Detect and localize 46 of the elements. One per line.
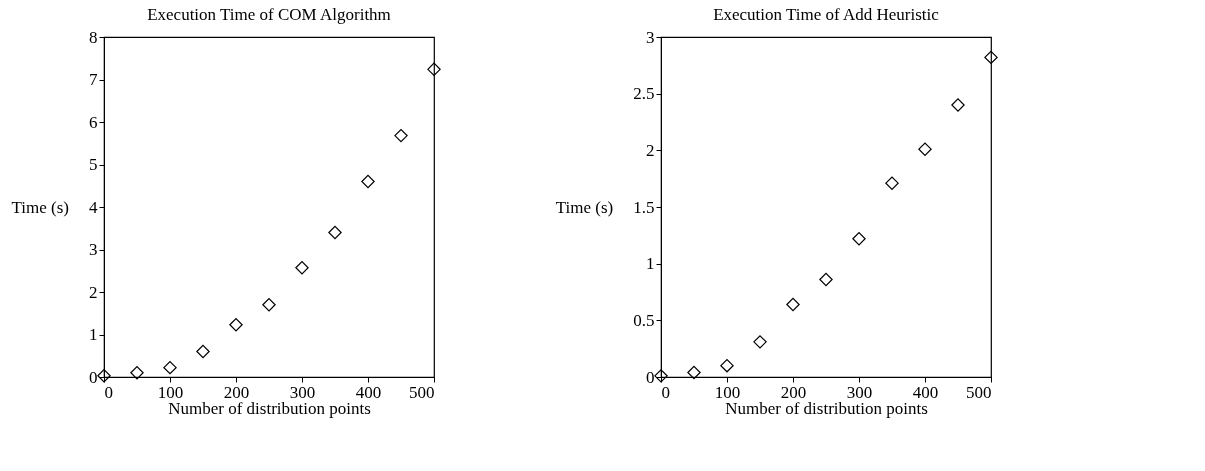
y-tick-label: 4: [89, 197, 98, 217]
y-tick-label: 8: [89, 27, 98, 47]
y-tick-label: 0: [646, 367, 655, 387]
point: [328, 225, 342, 240]
x-tick-label: 0: [104, 382, 113, 402]
y-tick-label: 1: [89, 325, 98, 344]
y-tick-label: 3: [89, 240, 98, 259]
y-tick-label: 2: [646, 140, 655, 160]
point: [654, 369, 668, 383]
chart-title: Execution Time of COM Algorithm: [147, 5, 391, 24]
y-tick-label: 6: [89, 112, 98, 132]
point: [687, 365, 701, 380]
point: [130, 366, 144, 380]
y-tick-label: 7: [89, 70, 98, 89]
y-tick-label: 1.5: [633, 197, 655, 217]
point: [427, 62, 441, 77]
x-tick-label: 0: [661, 382, 670, 402]
point: [918, 142, 932, 156]
point: [394, 128, 408, 143]
y-tick-label: 0: [89, 367, 98, 387]
y-tick-label: 2.5: [633, 84, 655, 104]
y-axis-title: Time (s): [11, 197, 69, 217]
point: [262, 298, 276, 312]
point: [720, 358, 734, 373]
point: [984, 50, 998, 65]
point: [885, 176, 899, 190]
x-tick-label: 500: [409, 382, 435, 402]
point: [819, 272, 833, 287]
y-tick-label: 1: [646, 254, 655, 274]
point: [753, 335, 767, 349]
point: [786, 297, 800, 312]
y-axis-title: Time (s): [555, 197, 614, 217]
y-tick-label: 2: [89, 282, 98, 302]
point: [196, 344, 210, 359]
y-tick-label: 3: [646, 27, 655, 47]
x-tick-label: 500: [966, 382, 992, 402]
point: [951, 98, 965, 112]
chart-title: Execution Time of Add Heuristic: [713, 5, 940, 24]
y-tick-label: 5: [89, 155, 98, 174]
point: [163, 360, 177, 375]
point: [229, 318, 243, 332]
point: [295, 261, 309, 275]
y-tick-label: 0.5: [633, 310, 655, 330]
point: [852, 232, 866, 246]
point: [361, 174, 375, 189]
point: [97, 369, 111, 383]
